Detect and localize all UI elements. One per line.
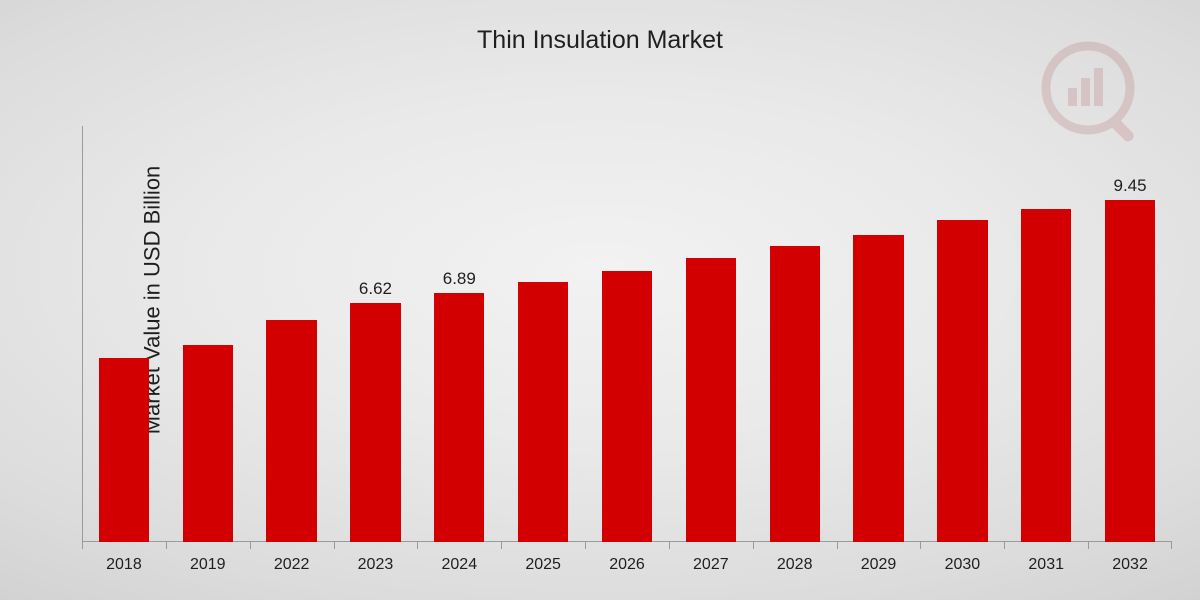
x-tick [501, 542, 502, 549]
bar-slot [837, 126, 921, 542]
x-axis-tick-label: 2029 [837, 556, 921, 574]
x-axis-tick-label: 2018 [82, 556, 166, 574]
bar: 6.62 [350, 303, 400, 542]
bar-slot [669, 126, 753, 542]
x-axis-tick-label: 2027 [669, 556, 753, 574]
bar [602, 271, 652, 542]
x-axis-tick-label: 2032 [1088, 556, 1172, 574]
x-tick [1088, 542, 1089, 549]
bar-slot [250, 126, 334, 542]
x-tick [1171, 542, 1172, 549]
bar: 6.89 [434, 293, 484, 542]
bar-slot [753, 126, 837, 542]
bar-slot: 6.89 [417, 126, 501, 542]
x-tick [669, 542, 670, 549]
x-axis-tick-label: 2019 [166, 556, 250, 574]
x-tick [417, 542, 418, 549]
bar [770, 246, 820, 542]
bar-slot [920, 126, 1004, 542]
bar [1021, 209, 1071, 542]
x-tick [753, 542, 754, 549]
bar [853, 235, 903, 542]
bar-slot [585, 126, 669, 542]
x-tick [920, 542, 921, 549]
bars-group: 6.62 6.89 9.45 [82, 126, 1172, 542]
bar [266, 320, 316, 542]
bar-slot: 6.62 [334, 126, 418, 542]
bar-slot [501, 126, 585, 542]
bar: 9.45 [1105, 200, 1155, 542]
x-axis-tick-label: 2023 [334, 556, 418, 574]
bar [518, 282, 568, 542]
bar [937, 220, 987, 542]
x-tick [82, 542, 83, 549]
x-tick [585, 542, 586, 549]
x-axis-tick-label: 2025 [501, 556, 585, 574]
x-tick [334, 542, 335, 549]
x-tick [250, 542, 251, 549]
bar-slot [1004, 126, 1088, 542]
bar-slot: 9.45 [1088, 126, 1172, 542]
bar-value-label: 9.45 [1113, 176, 1146, 196]
bar-slot [166, 126, 250, 542]
x-axis-tick-label: 2031 [1004, 556, 1088, 574]
x-tick [837, 542, 838, 549]
x-axis-tick-label: 2024 [417, 556, 501, 574]
x-tick [166, 542, 167, 549]
x-axis-labels: 2018201920222023202420252026202720282029… [82, 556, 1172, 574]
bar [686, 258, 736, 542]
plot-area: 6.62 6.89 9.45 [82, 126, 1172, 542]
bar-value-label: 6.89 [443, 269, 476, 289]
x-tick [1004, 542, 1005, 549]
chart-title: Thin Insulation Market [477, 26, 723, 55]
x-axis-tick-label: 2026 [585, 556, 669, 574]
x-axis-tick-label: 2022 [250, 556, 334, 574]
bar [99, 358, 149, 542]
x-axis-tick-label: 2028 [753, 556, 837, 574]
bar [183, 345, 233, 542]
bar-value-label: 6.62 [359, 279, 392, 299]
x-axis-tick-label: 2030 [920, 556, 1004, 574]
chart-container: Thin Insulation Market Market Value in U… [0, 0, 1200, 600]
bar-slot [82, 126, 166, 542]
